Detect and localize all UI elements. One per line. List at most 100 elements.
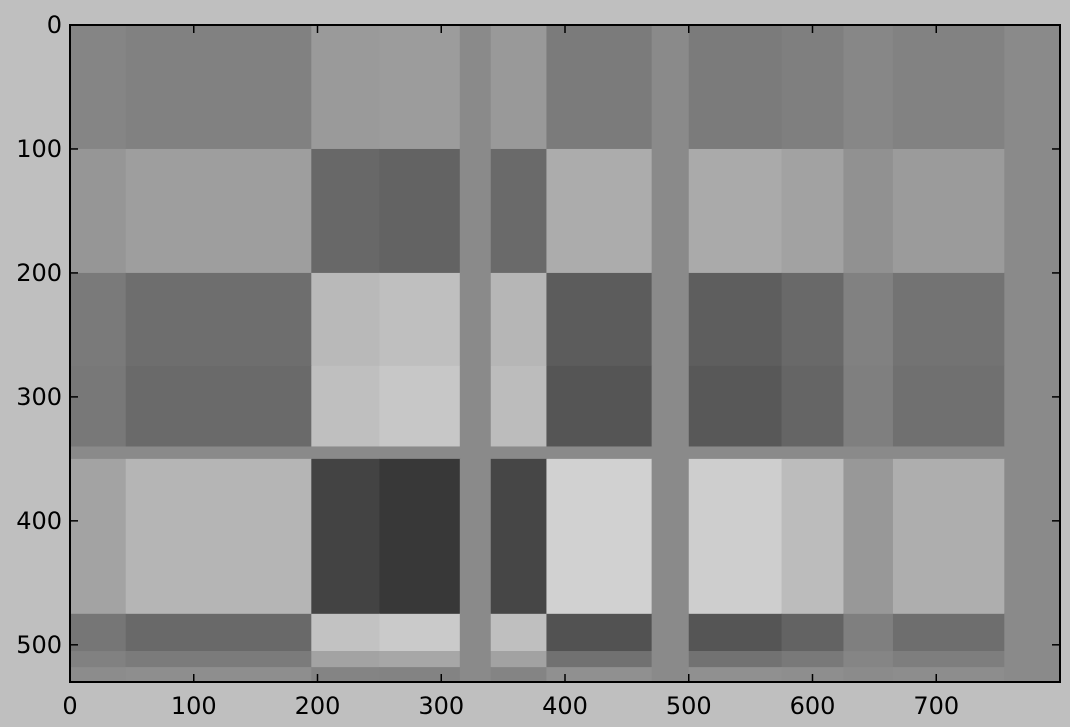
- heatmap-cell: [1004, 25, 1060, 150]
- heatmap-cell: [843, 651, 894, 668]
- y-tick-label: 400: [16, 507, 62, 535]
- heatmap-cell: [651, 25, 690, 150]
- heatmap-cell: [490, 651, 548, 668]
- heatmap-cell: [379, 446, 461, 460]
- heatmap-cell: [892, 667, 1005, 682]
- heatmap-cell: [892, 446, 1005, 460]
- y-tick-label: 100: [16, 135, 62, 163]
- heatmap-cell: [843, 446, 894, 460]
- heatmap-cell: [311, 458, 380, 615]
- axes-frame: [69, 24, 1061, 683]
- heatmap-cell: [651, 148, 690, 274]
- heatmap-cell: [688, 613, 783, 652]
- heatmap-cell: [70, 651, 127, 668]
- x-tick-label: 300: [418, 692, 464, 720]
- x-tick-label: 200: [295, 692, 341, 720]
- heatmap-cell: [843, 148, 894, 274]
- heatmap-cell: [459, 458, 492, 615]
- heatmap-cell: [688, 272, 783, 367]
- heatmap-cell: [892, 25, 1005, 150]
- heatmap-cell: [546, 651, 653, 668]
- heatmap-cell: [546, 613, 653, 652]
- heatmap-cell: [125, 667, 312, 682]
- heatmap-cell: [125, 446, 312, 460]
- heatmap-cell: [490, 148, 548, 274]
- heatmap-cell: [781, 365, 845, 448]
- heatmap-cell: [546, 667, 653, 682]
- axis-ticks: [69, 24, 1060, 682]
- heatmap-cell: [125, 458, 312, 615]
- heatmap-cell: [379, 458, 461, 615]
- heatmap-cell: [70, 458, 127, 615]
- heatmap-cell: [70, 613, 127, 652]
- heatmap-cell: [688, 446, 783, 460]
- heatmap-cell: [311, 613, 380, 652]
- heatmap-cell: [490, 613, 548, 652]
- heatmap-cell: [688, 365, 783, 448]
- heatmap-cell: [459, 613, 492, 652]
- heatmap-cell: [311, 651, 380, 668]
- y-axis-tick-labels: 0 100 200 300 400 500: [16, 11, 62, 659]
- x-tick-label: 700: [913, 692, 959, 720]
- heatmap-cell: [125, 25, 312, 150]
- heatmap-cell: [490, 458, 548, 615]
- heatmap-cell: [688, 458, 783, 615]
- y-tick-label: 500: [16, 631, 62, 659]
- heatmap-cell: [892, 613, 1005, 652]
- heatmap-cell: [70, 667, 127, 682]
- heatmap-cell: [546, 446, 653, 460]
- heatmap-cell: [651, 272, 690, 367]
- heatmap-cell: [70, 446, 127, 460]
- heatmap-cell: [1004, 458, 1060, 615]
- heatmap-cell: [651, 667, 690, 682]
- x-tick-label: 500: [666, 692, 712, 720]
- heatmap-cell: [490, 272, 548, 367]
- heatmap-cell: [459, 446, 492, 460]
- heatmap-cell: [651, 613, 690, 652]
- heatmap-cell: [459, 365, 492, 448]
- heatmap-cell: [379, 25, 461, 150]
- heatmap-cell: [892, 272, 1005, 367]
- heatmap-cell: [70, 148, 127, 274]
- heatmap-cell: [125, 613, 312, 652]
- heatmap-cell: [843, 667, 894, 682]
- heatmap-cell: [781, 446, 845, 460]
- heatmap-cell: [843, 25, 894, 150]
- y-tick-label: 200: [16, 259, 62, 287]
- heatmap-cell: [379, 613, 461, 652]
- heatmap-cell: [311, 272, 380, 367]
- heatmap-cell: [379, 365, 461, 448]
- heatmap-cell: [843, 272, 894, 367]
- heatmap-cell: [1004, 446, 1060, 460]
- heatmap-cell: [1004, 667, 1060, 682]
- heatmap-cell: [311, 148, 380, 274]
- heatmap-cell: [490, 446, 548, 460]
- heatmap-cell: [125, 651, 312, 668]
- heatmap-cell: [459, 667, 492, 682]
- heatmap-cell: [1004, 613, 1060, 652]
- heatmap-cell: [490, 365, 548, 448]
- heatmap-cell: [843, 458, 894, 615]
- heatmap-cell: [1004, 148, 1060, 274]
- heatmap-cell: [688, 148, 783, 274]
- heatmap-cell: [546, 25, 653, 150]
- heatmap-cell: [651, 458, 690, 615]
- heatmap-cell: [688, 651, 783, 668]
- heatmap-cell: [843, 365, 894, 448]
- heatmap-cell: [459, 651, 492, 668]
- heatmap-cell: [781, 651, 845, 668]
- heatmap-cell: [311, 25, 380, 150]
- y-tick-label: 300: [16, 383, 62, 411]
- heatmap-cell: [651, 365, 690, 448]
- heatmap-cell: [546, 272, 653, 367]
- heatmap-cell: [70, 25, 127, 150]
- heatmap-cell: [379, 667, 461, 682]
- heatmap-cell: [781, 272, 845, 367]
- heatmap-cell: [311, 446, 380, 460]
- y-tick-label: 0: [47, 11, 62, 39]
- heatmap-cell: [125, 272, 312, 367]
- heatmap-cell: [781, 613, 845, 652]
- heatmap-cell: [651, 446, 690, 460]
- x-axis-tick-labels: 0 100 200 300 400 500 600 700: [62, 692, 959, 720]
